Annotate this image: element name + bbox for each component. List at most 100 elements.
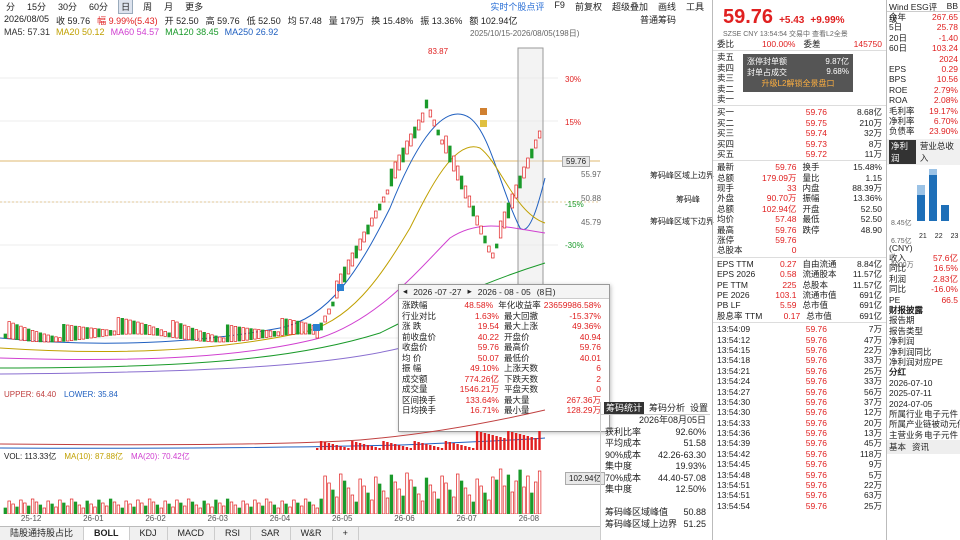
quote-stat-value <box>842 245 882 255</box>
volume-chart[interactable] <box>0 462 600 514</box>
report-item: 报告类型 <box>887 326 960 336</box>
industry-label: 所属行业 <box>889 408 924 419</box>
period-60min[interactable]: 60分 <box>89 1 109 12</box>
period-more[interactable]: 更多 <box>185 1 204 12</box>
draw-line-button[interactable]: 画线 <box>657 1 676 12</box>
tab-basic[interactable]: 基本 <box>889 442 907 453</box>
volume-bar <box>440 475 444 514</box>
period-1min[interactable]: 分 <box>6 1 16 12</box>
order-price: 59.75 <box>805 117 827 128</box>
next-arrow-icon[interactable]: ▸ <box>467 286 472 296</box>
boll-bar <box>394 444 397 450</box>
volume-bar <box>124 500 128 514</box>
candle <box>303 322 308 335</box>
normal-chip-button[interactable]: 普通筹码 <box>640 15 677 25</box>
stat-value: 1.63% <box>474 310 499 321</box>
info-low: 低 52.50 <box>246 16 281 26</box>
stat-label: 涨 跌 <box>402 321 422 331</box>
stat-label: 最高价 <box>504 342 530 352</box>
side-row: BPS 10.56 <box>887 74 960 84</box>
order-price: 59.76 <box>805 376 827 387</box>
order-volume: 5万 <box>868 469 882 480</box>
boll-bar <box>472 448 475 450</box>
candle <box>315 329 319 339</box>
boll-chart[interactable] <box>0 400 600 450</box>
order-price: 59.76 <box>805 386 827 397</box>
period-month[interactable]: 月 <box>164 1 174 12</box>
chip-lower-label: 筹码峰区域下边界 <box>648 216 716 227</box>
tab-wr[interactable]: W&R <box>291 527 333 540</box>
tab-hk-holding[interactable]: 陆股通持股占比 <box>0 527 85 540</box>
candle <box>300 321 304 335</box>
order-row: 13:54:30 59.76 12万 <box>717 407 882 417</box>
f9-button[interactable]: F9 <box>554 0 565 10</box>
tab-news[interactable]: 资讯 <box>912 442 930 453</box>
period-30min[interactable]: 30分 <box>58 1 78 12</box>
chip-stat-label: 90%成本 <box>605 449 642 460</box>
overlay-button[interactable]: 超级叠加 <box>611 1 648 12</box>
tab-boll[interactable]: BOLL <box>84 527 130 540</box>
volume-bar <box>506 474 511 514</box>
tab-chip-analysis[interactable]: 筹码分析 <box>649 403 686 413</box>
quote-stat-value: 0.58 <box>779 269 797 280</box>
volume-bar <box>62 502 66 514</box>
range-end[interactable]: 2026 - 08 - 05 <box>477 286 531 297</box>
order-price: 59.76 <box>805 469 827 480</box>
x-tick: 26-01 <box>83 514 104 523</box>
candle <box>11 322 15 340</box>
period-15min[interactable]: 15分 <box>27 1 47 12</box>
tab-chip-settings[interactable]: 设置 <box>690 403 709 413</box>
boll-bar <box>479 432 483 450</box>
quote-stat-value: 691亿 <box>859 289 882 300</box>
quote-stat-value: 691亿 <box>859 300 882 311</box>
candle <box>73 325 78 341</box>
tools-button[interactable]: 工具 <box>685 1 704 12</box>
volume-bar <box>218 502 222 514</box>
quote-stat-label: 流通股本 <box>802 269 837 280</box>
tab-sar[interactable]: SAR <box>251 527 291 540</box>
chip-stat-row <box>601 496 710 508</box>
chain-value[interactable]: 被动元件 <box>931 419 960 430</box>
add-indicator-button[interactable]: + <box>333 527 359 540</box>
candlestick-chart[interactable] <box>0 38 600 383</box>
volume-bar <box>514 480 518 514</box>
report-item: 净利润同比 <box>887 347 960 357</box>
business-value[interactable]: 电子元件 <box>923 429 958 440</box>
industry-value[interactable]: 电子元件 <box>923 408 958 419</box>
volume-bar <box>385 497 390 514</box>
tab-bb[interactable]: BB <box>946 1 958 11</box>
candle <box>268 330 273 338</box>
chip-stat-value: 50.88 <box>683 507 706 517</box>
tab-esg[interactable]: Wind ESG评级 <box>889 2 938 24</box>
order-label: 13:54:48 <box>717 469 751 480</box>
tab-net-profit[interactable]: 净利润 <box>889 139 916 164</box>
stat-label: 振 幅 <box>402 363 422 373</box>
tab-rsi[interactable]: RSI <box>215 527 252 540</box>
tab-kdj[interactable]: KDJ <box>130 527 168 540</box>
tab-chip-stats[interactable]: 筹码统计 <box>604 402 645 414</box>
side-label: 同比 <box>889 263 907 274</box>
volume-bar <box>491 476 495 514</box>
candle <box>323 315 327 323</box>
side-value: 2.08% <box>933 95 958 106</box>
order-volume: 7万 <box>868 324 882 335</box>
prev-arrow-icon[interactable]: ◂ <box>403 286 408 296</box>
stock-review-link[interactable]: 实时个股点评 <box>490 1 545 12</box>
period-day[interactable]: 日 <box>118 0 134 14</box>
boll-bar <box>401 446 405 450</box>
tab-macd[interactable]: MACD <box>168 527 216 540</box>
quote-stat-label: 最高 <box>717 224 735 235</box>
vol-ma20: MA(20): 70.42亿 <box>131 452 190 461</box>
candle <box>537 130 542 139</box>
adjust-button[interactable]: 前复权 <box>574 1 602 12</box>
order-price: 59.73 <box>805 138 827 149</box>
side-value: 10.56 <box>936 74 958 85</box>
boll-bar <box>378 448 381 450</box>
range-start[interactable]: 2026 -07 -27 <box>413 286 462 297</box>
period-week[interactable]: 周 <box>143 1 153 12</box>
l2-upgrade-link[interactable]: 升级L2解锁全景盘口 <box>761 79 835 89</box>
volume-bar <box>374 476 378 514</box>
tab-revenue[interactable]: 营业总收入 <box>919 140 954 163</box>
volume-bar <box>479 485 483 514</box>
volume-bar <box>89 503 93 514</box>
